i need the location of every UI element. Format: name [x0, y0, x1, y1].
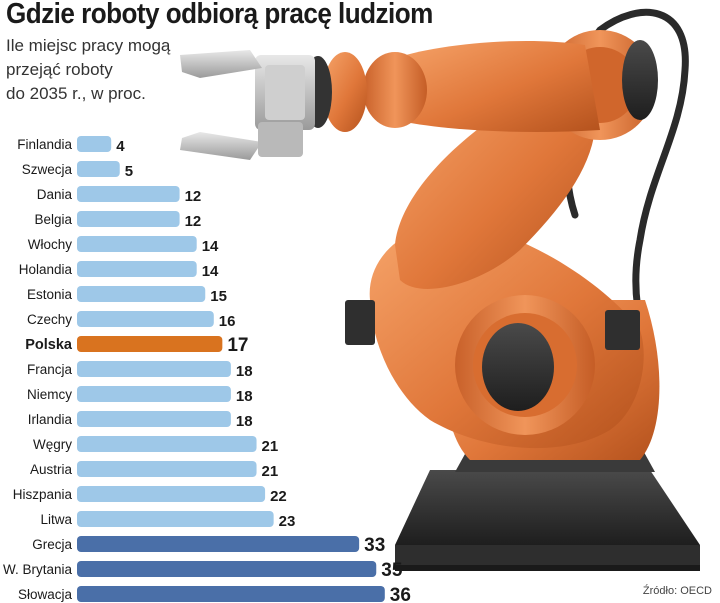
category-label: Holandia [19, 262, 73, 277]
category-label: Irlandia [28, 412, 73, 427]
value-label: 35 [381, 560, 403, 581]
category-label: Grecja [32, 537, 72, 552]
chart-title: Gdzie roboty odbiorą pracę ludziom [6, 0, 433, 30]
bar-6 [77, 286, 206, 302]
category-label: Słowacja [18, 587, 73, 602]
value-label: 21 [262, 438, 279, 455]
bar-9 [77, 361, 231, 377]
bar-18 [77, 586, 385, 602]
value-label: 21 [262, 463, 279, 480]
category-label: Hiszpania [13, 487, 73, 502]
category-label: Litwa [40, 512, 72, 527]
value-label: 23 [279, 513, 296, 530]
bar-16 [77, 536, 360, 552]
bar-3 [77, 211, 180, 227]
value-label: 14 [202, 238, 219, 255]
bar-13 [77, 461, 257, 477]
category-label: Austria [30, 462, 73, 477]
category-label: Włochy [28, 237, 73, 252]
bar-17 [77, 561, 377, 577]
bar-4 [77, 236, 197, 252]
value-label: 18 [236, 413, 253, 430]
value-label: 17 [227, 335, 248, 356]
value-label: 18 [236, 388, 253, 405]
value-label: 12 [185, 213, 202, 230]
category-label: W. Brytania [3, 562, 73, 577]
value-label: 16 [219, 313, 236, 330]
category-label: Francja [27, 362, 73, 377]
category-label: Polska [25, 337, 73, 353]
bars-layer: Finlandia 4 Szwecja 5 Dania 12 Belgia 12 Włochy 1… [3, 136, 411, 603]
bar-15 [77, 511, 274, 527]
category-label: Dania [37, 187, 73, 202]
bar-10 [77, 386, 231, 402]
bar-11 [77, 411, 231, 427]
bar-7 [77, 311, 214, 327]
category-label: Niemcy [27, 387, 72, 402]
bar-0 [77, 136, 112, 152]
value-label: 36 [390, 585, 411, 603]
value-label: 4 [116, 138, 125, 155]
category-label: Szwecja [22, 162, 73, 177]
value-label: 5 [125, 163, 133, 180]
bar-8 [77, 336, 223, 352]
category-label: Węgry [33, 437, 72, 452]
bar-1 [77, 161, 120, 177]
chart-subtitle: Ile miejsc pracy mogą przejąć roboty do … [6, 36, 171, 103]
category-label: Czechy [27, 312, 72, 327]
value-label: 14 [202, 263, 219, 280]
bar-12 [77, 436, 257, 452]
category-label: Estonia [27, 287, 73, 302]
category-label: Finlandia [17, 137, 72, 152]
bar-2 [77, 186, 180, 202]
value-label: 18 [236, 363, 253, 380]
bar-5 [77, 261, 197, 277]
source-note: Źródło: OECD [642, 585, 712, 597]
value-label: 22 [270, 488, 287, 505]
value-label: 15 [210, 288, 227, 305]
value-label: 33 [364, 535, 385, 556]
category-label: Belgia [34, 212, 72, 227]
bar-14 [77, 486, 266, 502]
value-label: 12 [185, 188, 202, 205]
